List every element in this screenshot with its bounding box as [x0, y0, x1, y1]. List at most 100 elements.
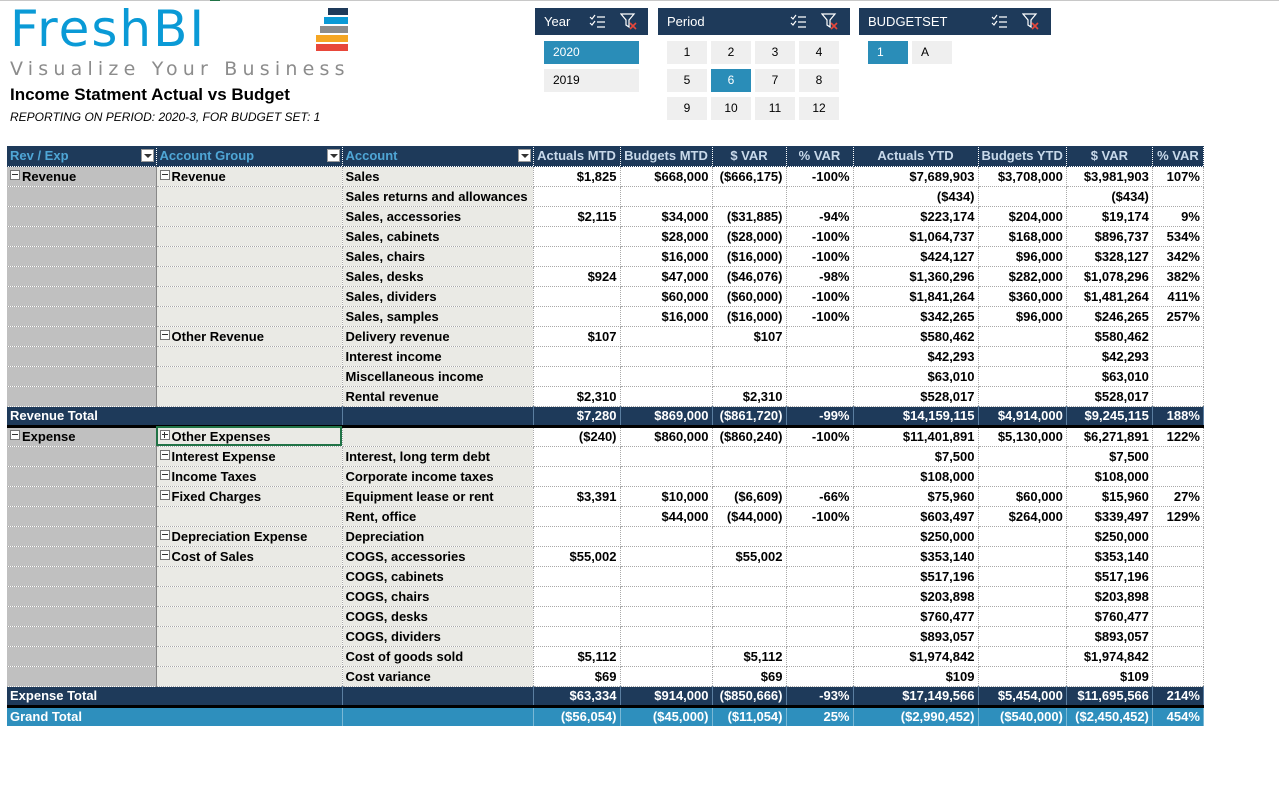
total-value[interactable]: 25%	[786, 706, 854, 726]
account-cell[interactable]: COGS, desks	[342, 606, 534, 627]
value-cell[interactable]: $47,000	[620, 266, 713, 287]
rev-exp-cell[interactable]	[7, 646, 157, 667]
filter-dropdown-icon[interactable]	[517, 149, 531, 162]
value-cell[interactable]: $63,010	[853, 366, 979, 387]
rev-exp-cell[interactable]	[7, 586, 157, 607]
value-cell[interactable]	[620, 326, 713, 347]
total-value[interactable]: $914,000	[620, 686, 713, 706]
value-cell[interactable]: ($6,609)	[712, 486, 787, 507]
account-group-cell[interactable]	[156, 506, 343, 527]
value-cell[interactable]	[786, 346, 854, 367]
value-cell[interactable]: $96,000	[978, 246, 1067, 267]
rev-exp-cell[interactable]	[7, 206, 157, 227]
year-2020-button[interactable]: 2020	[544, 41, 639, 64]
value-cell[interactable]: $10,000	[620, 486, 713, 507]
account-group-cell[interactable]	[156, 386, 343, 407]
rev-exp-cell[interactable]	[7, 666, 157, 687]
value-cell[interactable]	[978, 566, 1067, 587]
value-cell[interactable]: $63,010	[1066, 366, 1153, 387]
period-3-button[interactable]: 3	[755, 41, 795, 64]
collapse-icon[interactable]	[159, 449, 170, 460]
value-cell[interactable]	[786, 366, 854, 387]
rev-exp-cell[interactable]	[7, 246, 157, 267]
total-value[interactable]: ($56,054)	[533, 706, 621, 726]
value-cell[interactable]	[620, 666, 713, 687]
total-value[interactable]: $17,149,566	[853, 686, 979, 706]
account-cell[interactable]: Miscellaneous income	[342, 366, 534, 387]
value-cell[interactable]: -66%	[786, 486, 854, 507]
value-cell[interactable]	[1152, 466, 1204, 487]
value-cell[interactable]: $580,462	[1066, 326, 1153, 347]
account-group-cell[interactable]: Depreciation Expense	[156, 526, 343, 547]
value-cell[interactable]	[533, 506, 621, 527]
value-cell[interactable]: ($240)	[533, 426, 621, 447]
value-cell[interactable]	[533, 446, 621, 467]
value-cell[interactable]: $1,974,842	[853, 646, 979, 667]
total-value[interactable]: -93%	[786, 686, 854, 706]
value-cell[interactable]: $109	[853, 666, 979, 687]
value-cell[interactable]	[712, 566, 787, 587]
value-cell[interactable]	[1152, 446, 1204, 467]
rev-exp-cell[interactable]	[7, 266, 157, 287]
value-cell[interactable]: $424,127	[853, 246, 979, 267]
value-cell[interactable]	[786, 666, 854, 687]
value-cell[interactable]: $203,898	[1066, 586, 1153, 607]
value-cell[interactable]	[978, 586, 1067, 607]
value-cell[interactable]: ($860,240)	[712, 426, 787, 447]
rev-exp-cell[interactable]	[7, 606, 157, 627]
value-cell[interactable]: 129%	[1152, 506, 1204, 527]
value-cell[interactable]: 534%	[1152, 226, 1204, 247]
value-cell[interactable]	[978, 626, 1067, 647]
rev-exp-cell[interactable]	[7, 366, 157, 387]
value-cell[interactable]	[978, 546, 1067, 567]
total-value[interactable]: $5,454,000	[978, 686, 1067, 706]
total-value[interactable]: ($45,000)	[620, 706, 713, 726]
value-cell[interactable]: $203,898	[853, 586, 979, 607]
value-cell[interactable]: $108,000	[853, 466, 979, 487]
total-value[interactable]: $9,245,115	[1066, 406, 1153, 426]
value-cell[interactable]	[533, 346, 621, 367]
collapse-icon[interactable]	[10, 169, 20, 180]
filter-dropdown-icon[interactable]	[140, 149, 154, 162]
budgetset-1-button[interactable]: 1	[868, 41, 908, 64]
value-cell[interactable]	[620, 386, 713, 407]
account-cell[interactable]: Rental revenue	[342, 386, 534, 407]
value-cell[interactable]: $69	[533, 666, 621, 687]
value-cell[interactable]	[533, 246, 621, 267]
value-cell[interactable]	[620, 466, 713, 487]
value-cell[interactable]	[978, 326, 1067, 347]
account-cell[interactable]: Interest, long term debt	[342, 446, 534, 467]
value-cell[interactable]: $282,000	[978, 266, 1067, 287]
account-cell[interactable]: COGS, chairs	[342, 586, 534, 607]
value-cell[interactable]	[786, 466, 854, 487]
value-cell[interactable]	[978, 366, 1067, 387]
account-group-cell[interactable]	[156, 286, 343, 307]
value-cell[interactable]: $96,000	[978, 306, 1067, 327]
value-cell[interactable]	[1152, 646, 1204, 667]
value-cell[interactable]: 107%	[1152, 166, 1204, 187]
account-group-cell[interactable]	[156, 606, 343, 627]
rev-exp-cell[interactable]	[7, 546, 157, 567]
value-cell[interactable]: $250,000	[1066, 526, 1153, 547]
total-value[interactable]: ($850,666)	[712, 686, 787, 706]
value-cell[interactable]	[978, 386, 1067, 407]
account-group-cell[interactable]	[156, 206, 343, 227]
value-cell[interactable]: $44,000	[620, 506, 713, 527]
value-cell[interactable]	[978, 666, 1067, 687]
value-cell[interactable]: 382%	[1152, 266, 1204, 287]
account-group-cell[interactable]	[156, 666, 343, 687]
value-cell[interactable]: -100%	[786, 426, 854, 447]
value-cell[interactable]: $60,000	[620, 286, 713, 307]
value-cell[interactable]: $108,000	[1066, 466, 1153, 487]
value-cell[interactable]: $264,000	[978, 506, 1067, 527]
value-cell[interactable]: -100%	[786, 166, 854, 187]
column-header[interactable]: Account Group	[156, 146, 343, 167]
value-cell[interactable]: $60,000	[978, 486, 1067, 507]
value-cell[interactable]: ($16,000)	[712, 306, 787, 327]
value-cell[interactable]: ($434)	[1066, 186, 1153, 207]
total-value[interactable]: $869,000	[620, 406, 713, 426]
value-cell[interactable]: ($28,000)	[712, 226, 787, 247]
value-cell[interactable]: $1,064,737	[853, 226, 979, 247]
total-value[interactable]: $63,334	[533, 686, 621, 706]
account-cell[interactable]: Sales, cabinets	[342, 226, 534, 247]
